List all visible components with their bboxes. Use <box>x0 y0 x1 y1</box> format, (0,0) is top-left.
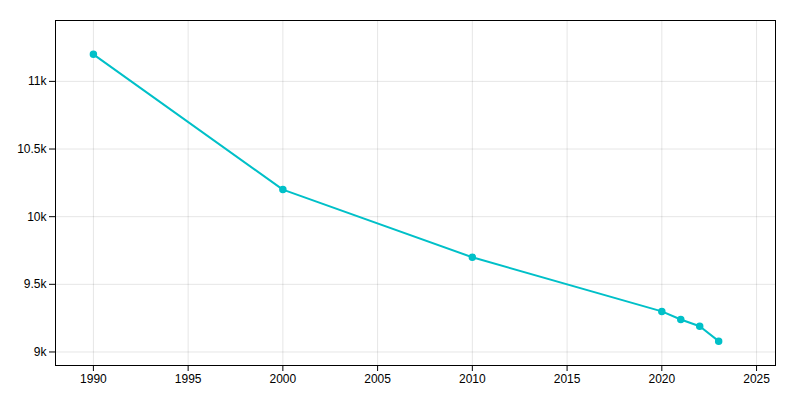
svg-text:2010: 2010 <box>459 372 486 386</box>
svg-text:2005: 2005 <box>364 372 391 386</box>
svg-text:1990: 1990 <box>80 372 107 386</box>
svg-text:10k: 10k <box>27 210 47 224</box>
svg-text:9.5k: 9.5k <box>24 277 48 291</box>
svg-text:2020: 2020 <box>648 372 675 386</box>
svg-text:2000: 2000 <box>270 372 297 386</box>
svg-text:1995: 1995 <box>175 372 202 386</box>
svg-text:2025: 2025 <box>743 372 770 386</box>
svg-text:11k: 11k <box>28 74 47 88</box>
svg-text:2015: 2015 <box>554 372 581 386</box>
svg-text:9k: 9k <box>34 345 48 359</box>
svg-text:10.5k: 10.5k <box>17 142 47 156</box>
